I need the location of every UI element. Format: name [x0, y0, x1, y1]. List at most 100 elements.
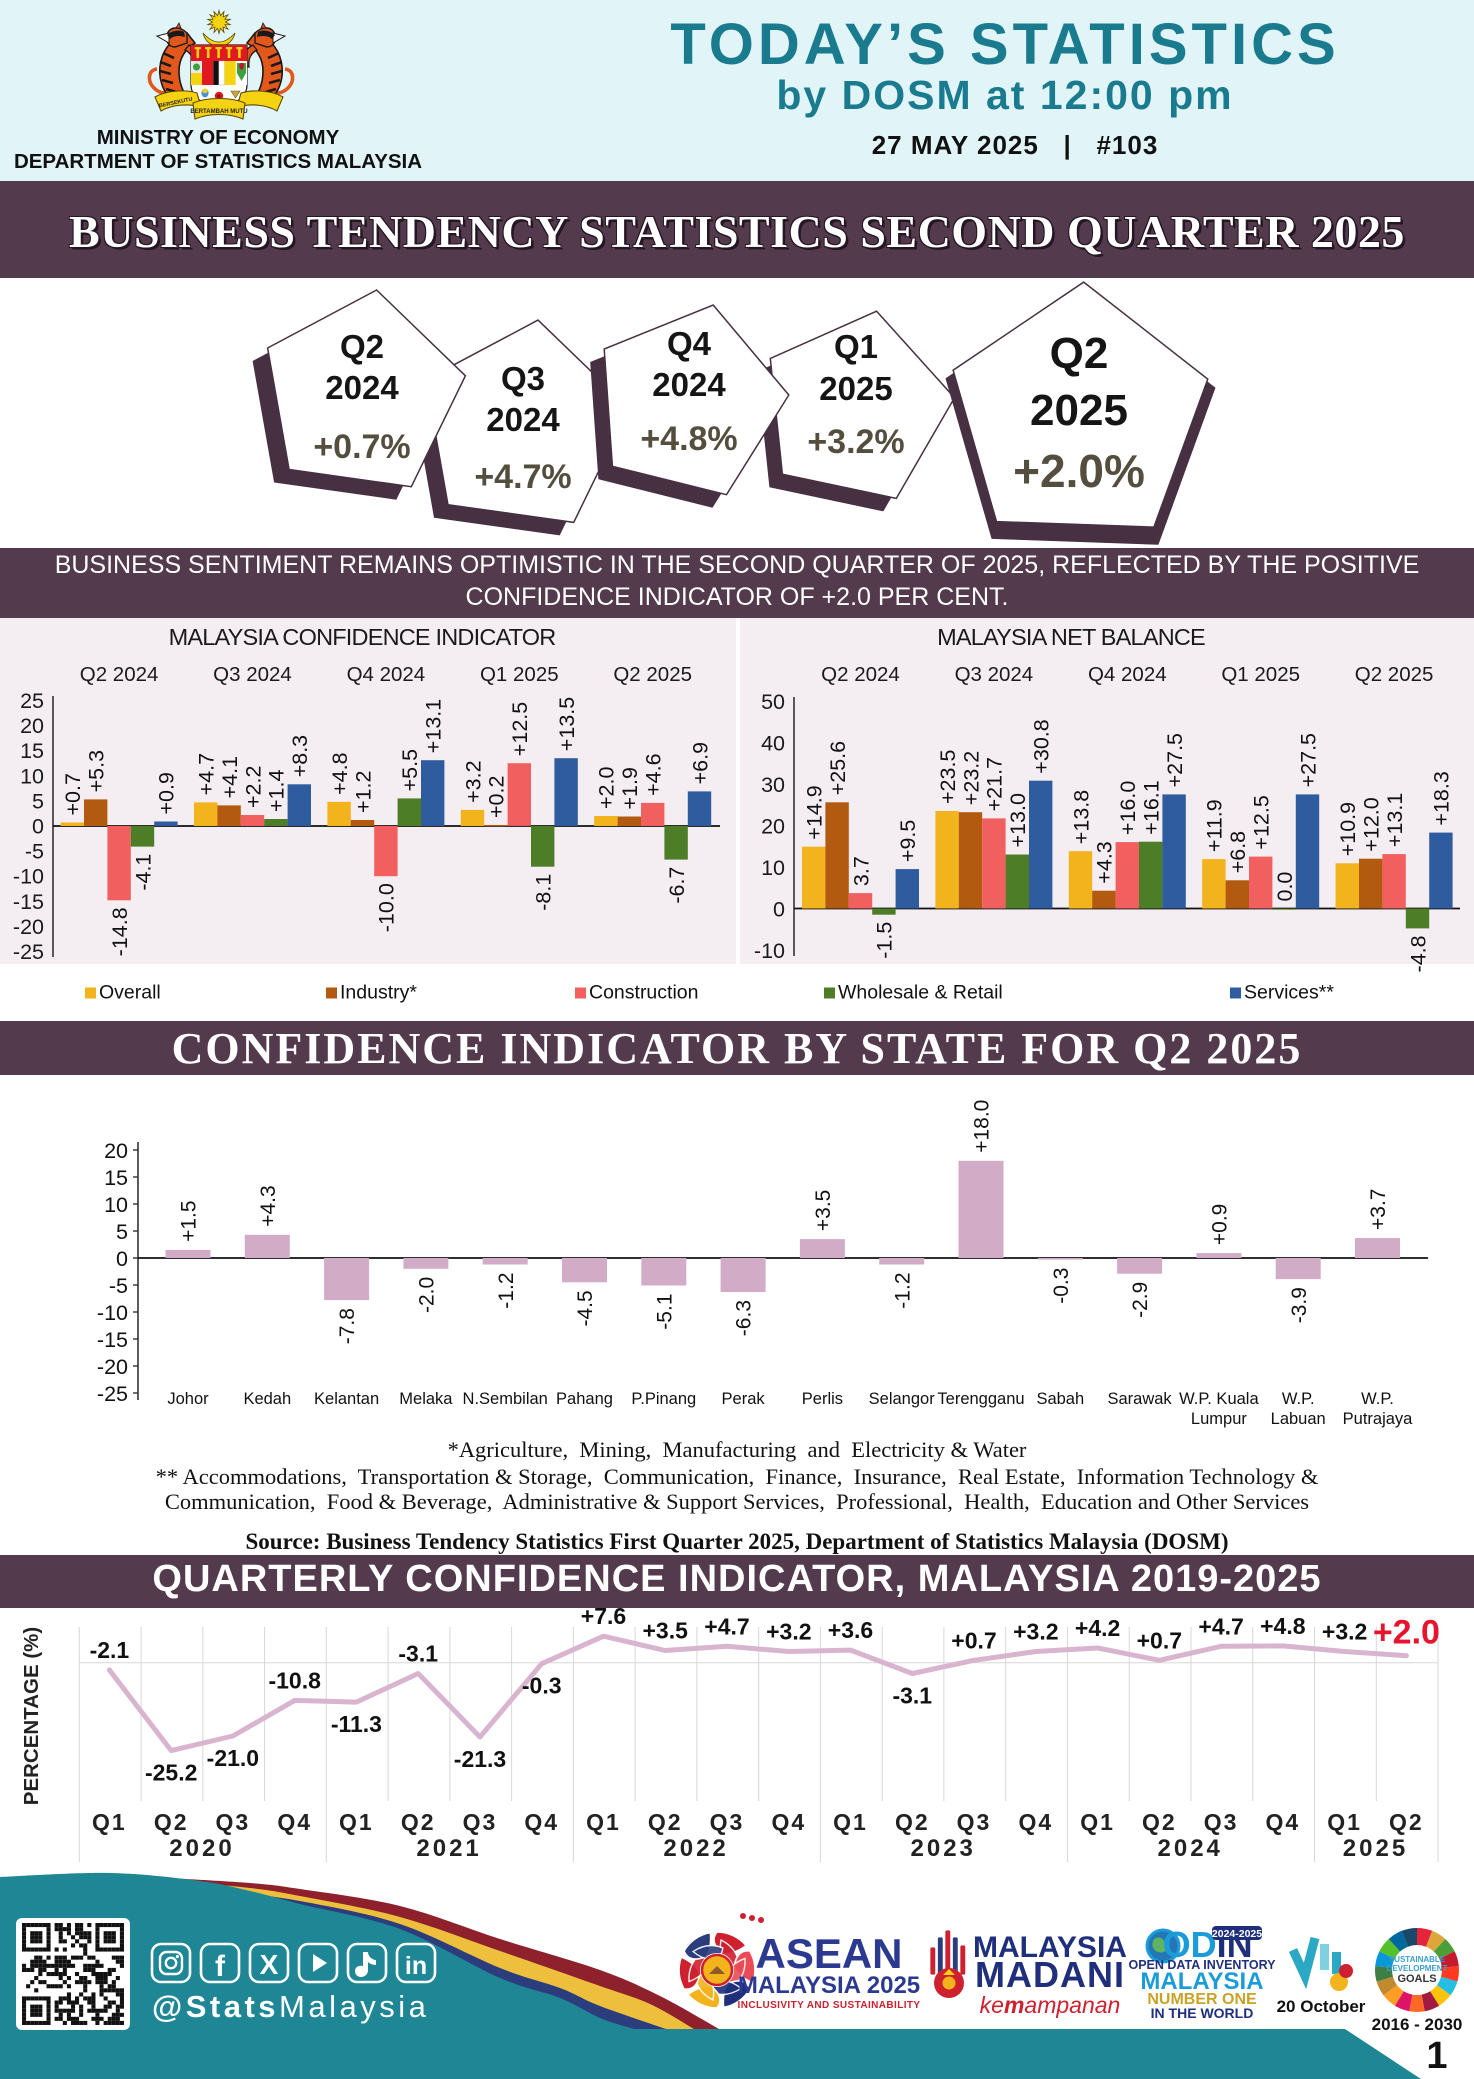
svg-text:Q2: Q2 [340, 328, 384, 365]
svg-text:Q1: Q1 [1080, 1809, 1115, 1835]
svg-text:SUSTAINABLE: SUSTAINABLE [1389, 1955, 1446, 1964]
svg-text:+0.7: +0.7 [1137, 1627, 1182, 1653]
svg-text:-15: -15 [13, 890, 44, 914]
svg-text:+1.5: +1.5 [178, 1200, 201, 1241]
svg-text:+6.8: +6.8 [1226, 831, 1250, 873]
svg-text:3.7: 3.7 [849, 856, 873, 886]
svg-text:Q3: Q3 [463, 1809, 498, 1835]
svg-text:+4.3: +4.3 [257, 1185, 280, 1226]
svg-text:f: f [215, 1950, 226, 1983]
svg-text:+3.2: +3.2 [461, 760, 485, 802]
svg-text:+5.3: +5.3 [84, 750, 108, 792]
svg-text:in: in [405, 1952, 427, 1980]
svg-text:+4.7%: +4.7% [474, 458, 571, 496]
svg-text:Terengganu: Terengganu [937, 1390, 1024, 1408]
svg-text:MALAYSIA 2025: MALAYSIA 2025 [738, 1972, 920, 1999]
svg-text:+30.8: +30.8 [1029, 719, 1053, 773]
svg-text:+6.9: +6.9 [688, 742, 712, 784]
svg-text:2024: 2024 [325, 369, 399, 406]
svg-text:Q1: Q1 [339, 1809, 374, 1835]
svg-text:Overall: Overall [99, 982, 161, 1004]
svg-text:-2.0: -2.0 [415, 1277, 438, 1313]
svg-text:GOALS: GOALS [1397, 1973, 1436, 1985]
svg-text:ASEAN: ASEAN [755, 1930, 902, 1977]
svg-text:1: 1 [1426, 2035, 1447, 2077]
svg-text:@StatsMalaysia: @StatsMalaysia [152, 1989, 429, 2024]
svg-text:-2.9: -2.9 [1129, 1282, 1152, 1318]
svg-text:Sarawak: Sarawak [1107, 1390, 1172, 1408]
svg-text:Kelantan: Kelantan [314, 1390, 379, 1408]
svg-text:Q2: Q2 [1389, 1809, 1424, 1835]
svg-text:Q1 2025: Q1 2025 [480, 663, 559, 686]
svg-text:5: 5 [32, 789, 44, 813]
svg-text:Lumpur: Lumpur [1191, 1410, 1247, 1428]
svg-text:Q1: Q1 [1327, 1809, 1362, 1835]
svg-text:Putrajaya: Putrajaya [1343, 1410, 1414, 1428]
svg-text:-6.7: -6.7 [665, 867, 689, 904]
svg-text:+7.6: +7.6 [581, 1608, 626, 1629]
svg-text:+5.5: +5.5 [398, 749, 422, 791]
svg-text:Kedah: Kedah [243, 1390, 291, 1408]
svg-text:Labuan: Labuan [1271, 1410, 1326, 1428]
svg-text:-0.3: -0.3 [522, 1673, 562, 1699]
svg-text:MALAYSIA: MALAYSIA [973, 1931, 1127, 1964]
svg-text:0: 0 [32, 815, 44, 839]
svg-text:+4.6: +4.6 [641, 753, 665, 795]
svg-text:MADANI: MADANI [975, 1954, 1125, 1995]
svg-text:Q2 2025: Q2 2025 [613, 663, 692, 686]
svg-text:-1.2: -1.2 [891, 1273, 914, 1309]
svg-text:2016 - 2030: 2016 - 2030 [1372, 2015, 1463, 2034]
svg-text:+3.5: +3.5 [642, 1618, 688, 1644]
svg-text:+12.0: +12.0 [1359, 797, 1383, 851]
svg-text:+27.5: +27.5 [1163, 733, 1187, 787]
svg-text:-10: -10 [13, 865, 44, 889]
svg-text:W.P.: W.P. [1282, 1390, 1315, 1408]
svg-text:Q4: Q4 [1018, 1809, 1053, 1835]
svg-text:+2.0: +2.0 [1373, 1614, 1440, 1652]
svg-text:W.P. Kuala: W.P. Kuala [1179, 1390, 1259, 1408]
svg-text:+9.5: +9.5 [896, 820, 920, 862]
svg-text:Q3: Q3 [710, 1809, 745, 1835]
svg-text:+3.7: +3.7 [1367, 1189, 1390, 1230]
svg-text:Q3: Q3 [1204, 1809, 1239, 1835]
svg-text:-3.1: -3.1 [892, 1683, 932, 1709]
svg-text:+21.7: +21.7 [983, 757, 1007, 811]
svg-text:2020: 2020 [169, 1835, 234, 1862]
svg-text:Q3: Q3 [957, 1809, 992, 1835]
svg-text:Q2: Q2 [1050, 329, 1109, 378]
svg-text:Q4: Q4 [771, 1809, 806, 1835]
svg-text:+16.0: +16.0 [1116, 781, 1140, 835]
svg-text:+2.0%: +2.0% [1013, 445, 1145, 497]
svg-text:Q1 2025: Q1 2025 [1221, 663, 1300, 686]
svg-text:2024-2025: 2024-2025 [1212, 1928, 1262, 1940]
svg-text:+4.2: +4.2 [1075, 1615, 1120, 1641]
svg-text:Pahang: Pahang [556, 1390, 613, 1408]
svg-text:-10.8: -10.8 [268, 1667, 321, 1693]
svg-text:+13.0: +13.0 [1006, 793, 1030, 847]
svg-text:10: 10 [20, 764, 44, 788]
svg-text:+0.7: +0.7 [61, 773, 85, 815]
svg-text:+3.5: +3.5 [812, 1190, 835, 1231]
svg-text:+13.1: +13.1 [421, 699, 445, 753]
svg-text:20 October: 20 October [1277, 1997, 1366, 2016]
svg-text:20: 20 [20, 714, 44, 738]
svg-text:-10: -10 [754, 939, 785, 963]
svg-text:+2.2: +2.2 [241, 766, 265, 808]
svg-text:+12.5: +12.5 [508, 702, 532, 756]
svg-text:Wholesale & Retail: Wholesale & Retail [838, 982, 1003, 1004]
svg-text:-20: -20 [97, 1355, 128, 1379]
svg-text:+13.5: +13.5 [555, 697, 579, 751]
svg-text:Sabah: Sabah [1036, 1390, 1084, 1408]
svg-text:Q2: Q2 [401, 1809, 436, 1835]
svg-text:+18.3: +18.3 [1430, 771, 1454, 825]
svg-text:Q3: Q3 [216, 1809, 251, 1835]
svg-text:+23.2: +23.2 [959, 751, 983, 805]
svg-text:Q2 2024: Q2 2024 [80, 663, 159, 686]
svg-text:Q2: Q2 [1142, 1809, 1177, 1835]
svg-text:2024: 2024 [652, 366, 726, 403]
svg-text:Q4: Q4 [277, 1809, 312, 1835]
svg-text:-25.2: -25.2 [145, 1760, 197, 1786]
svg-text:-5: -5 [109, 1274, 128, 1298]
svg-text:Q4 2024: Q4 2024 [1088, 663, 1167, 686]
svg-text:-10: -10 [97, 1301, 128, 1325]
